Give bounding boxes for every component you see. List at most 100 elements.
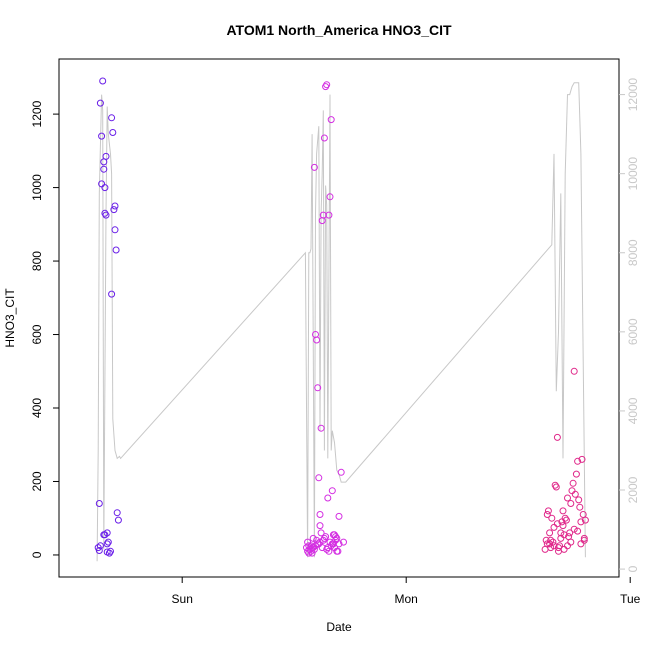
x-tick-label: Sun <box>172 592 193 606</box>
x-tick-label: Mon <box>395 592 418 606</box>
data-point <box>316 511 324 518</box>
data-point <box>335 540 343 548</box>
data-point <box>310 163 318 171</box>
data-point <box>547 544 555 552</box>
data-point <box>552 483 560 491</box>
y2-tick-label: 8000 <box>626 239 640 266</box>
data-point <box>555 547 562 555</box>
data-point <box>567 538 575 546</box>
chart-title: ATOM1 North_America HNO3_CIT <box>226 22 452 38</box>
data-point <box>96 542 104 550</box>
data-point <box>108 290 116 298</box>
y-tick-label: 400 <box>30 398 44 418</box>
data-point <box>578 455 586 463</box>
data-point <box>320 534 328 542</box>
data-point <box>107 547 114 555</box>
data-point <box>100 165 108 173</box>
data-point <box>580 534 588 542</box>
data-point <box>102 152 110 160</box>
y2-tick-label: 2000 <box>626 476 640 503</box>
data-point <box>332 533 340 541</box>
data-point <box>550 523 558 531</box>
data-point <box>570 367 578 375</box>
data-point <box>553 520 561 528</box>
y-axis-label: HNO3_CIT <box>3 288 17 348</box>
data-point <box>101 531 109 539</box>
plot-frame <box>58 58 620 578</box>
x-tick-label: Tue <box>620 592 641 606</box>
data-point <box>326 193 334 201</box>
data-point <box>104 538 112 546</box>
data-point <box>113 509 121 517</box>
data-point <box>546 540 554 548</box>
data-point <box>559 507 567 515</box>
data-point <box>577 540 585 548</box>
data-point <box>314 384 322 392</box>
data-point <box>543 511 551 518</box>
x-axis-label: Date <box>326 620 352 634</box>
data-point <box>316 538 324 546</box>
data-point <box>320 134 328 142</box>
y2-tick-label: 6000 <box>626 318 640 345</box>
data-point <box>103 540 111 548</box>
data-point <box>111 226 119 234</box>
data-point <box>101 209 109 217</box>
data-point <box>548 514 556 522</box>
data-point <box>564 494 571 502</box>
data-point <box>561 514 569 522</box>
data-point <box>109 129 117 136</box>
data-point <box>574 457 582 465</box>
data-point <box>111 202 119 210</box>
data-point <box>314 540 322 548</box>
data-point <box>108 114 116 122</box>
y2-tick-label: 12000 <box>626 78 640 112</box>
data-point <box>340 538 347 546</box>
data-point <box>551 481 559 489</box>
y-tick-label: 800 <box>30 251 44 271</box>
data-point <box>337 468 345 476</box>
data-point <box>95 500 103 507</box>
data-point <box>560 545 568 553</box>
data-point <box>335 512 343 520</box>
y-tick-label: 1200 <box>30 100 44 127</box>
y2-tick-label: 4000 <box>626 397 640 424</box>
axes-layer: 0200400600800100012000200040006000800010… <box>30 78 641 606</box>
data-point <box>323 545 331 553</box>
data-point <box>323 81 331 89</box>
data-point <box>313 336 321 344</box>
data-point <box>570 525 578 533</box>
data-point <box>101 184 109 192</box>
data-point <box>318 217 326 225</box>
data-point <box>103 548 111 556</box>
data-point <box>544 507 552 515</box>
data-point <box>571 490 579 498</box>
data-point <box>568 487 576 495</box>
data-point <box>95 547 103 554</box>
data-point <box>316 522 324 530</box>
data-point <box>309 534 317 542</box>
data-point <box>112 246 120 254</box>
data-point <box>577 518 585 526</box>
y2-tick-label: 0 <box>626 565 640 572</box>
data-point <box>327 116 335 124</box>
y-tick-label: 1000 <box>30 174 44 201</box>
data-point <box>559 522 567 530</box>
data-point <box>102 211 110 219</box>
data-point <box>307 542 315 550</box>
data-point <box>317 424 325 432</box>
line-series <box>96 82 586 562</box>
data-point <box>114 516 122 524</box>
data-point <box>317 529 325 537</box>
data-point <box>581 516 589 524</box>
data-point <box>567 500 575 507</box>
line-layer <box>96 82 586 562</box>
data-point <box>564 542 571 550</box>
data-point <box>305 549 313 557</box>
data-point <box>334 547 342 555</box>
data-point <box>575 496 583 504</box>
data-point <box>308 544 316 552</box>
y-tick-label: 0 <box>30 551 44 558</box>
data-point <box>546 529 554 537</box>
data-point <box>98 132 106 140</box>
